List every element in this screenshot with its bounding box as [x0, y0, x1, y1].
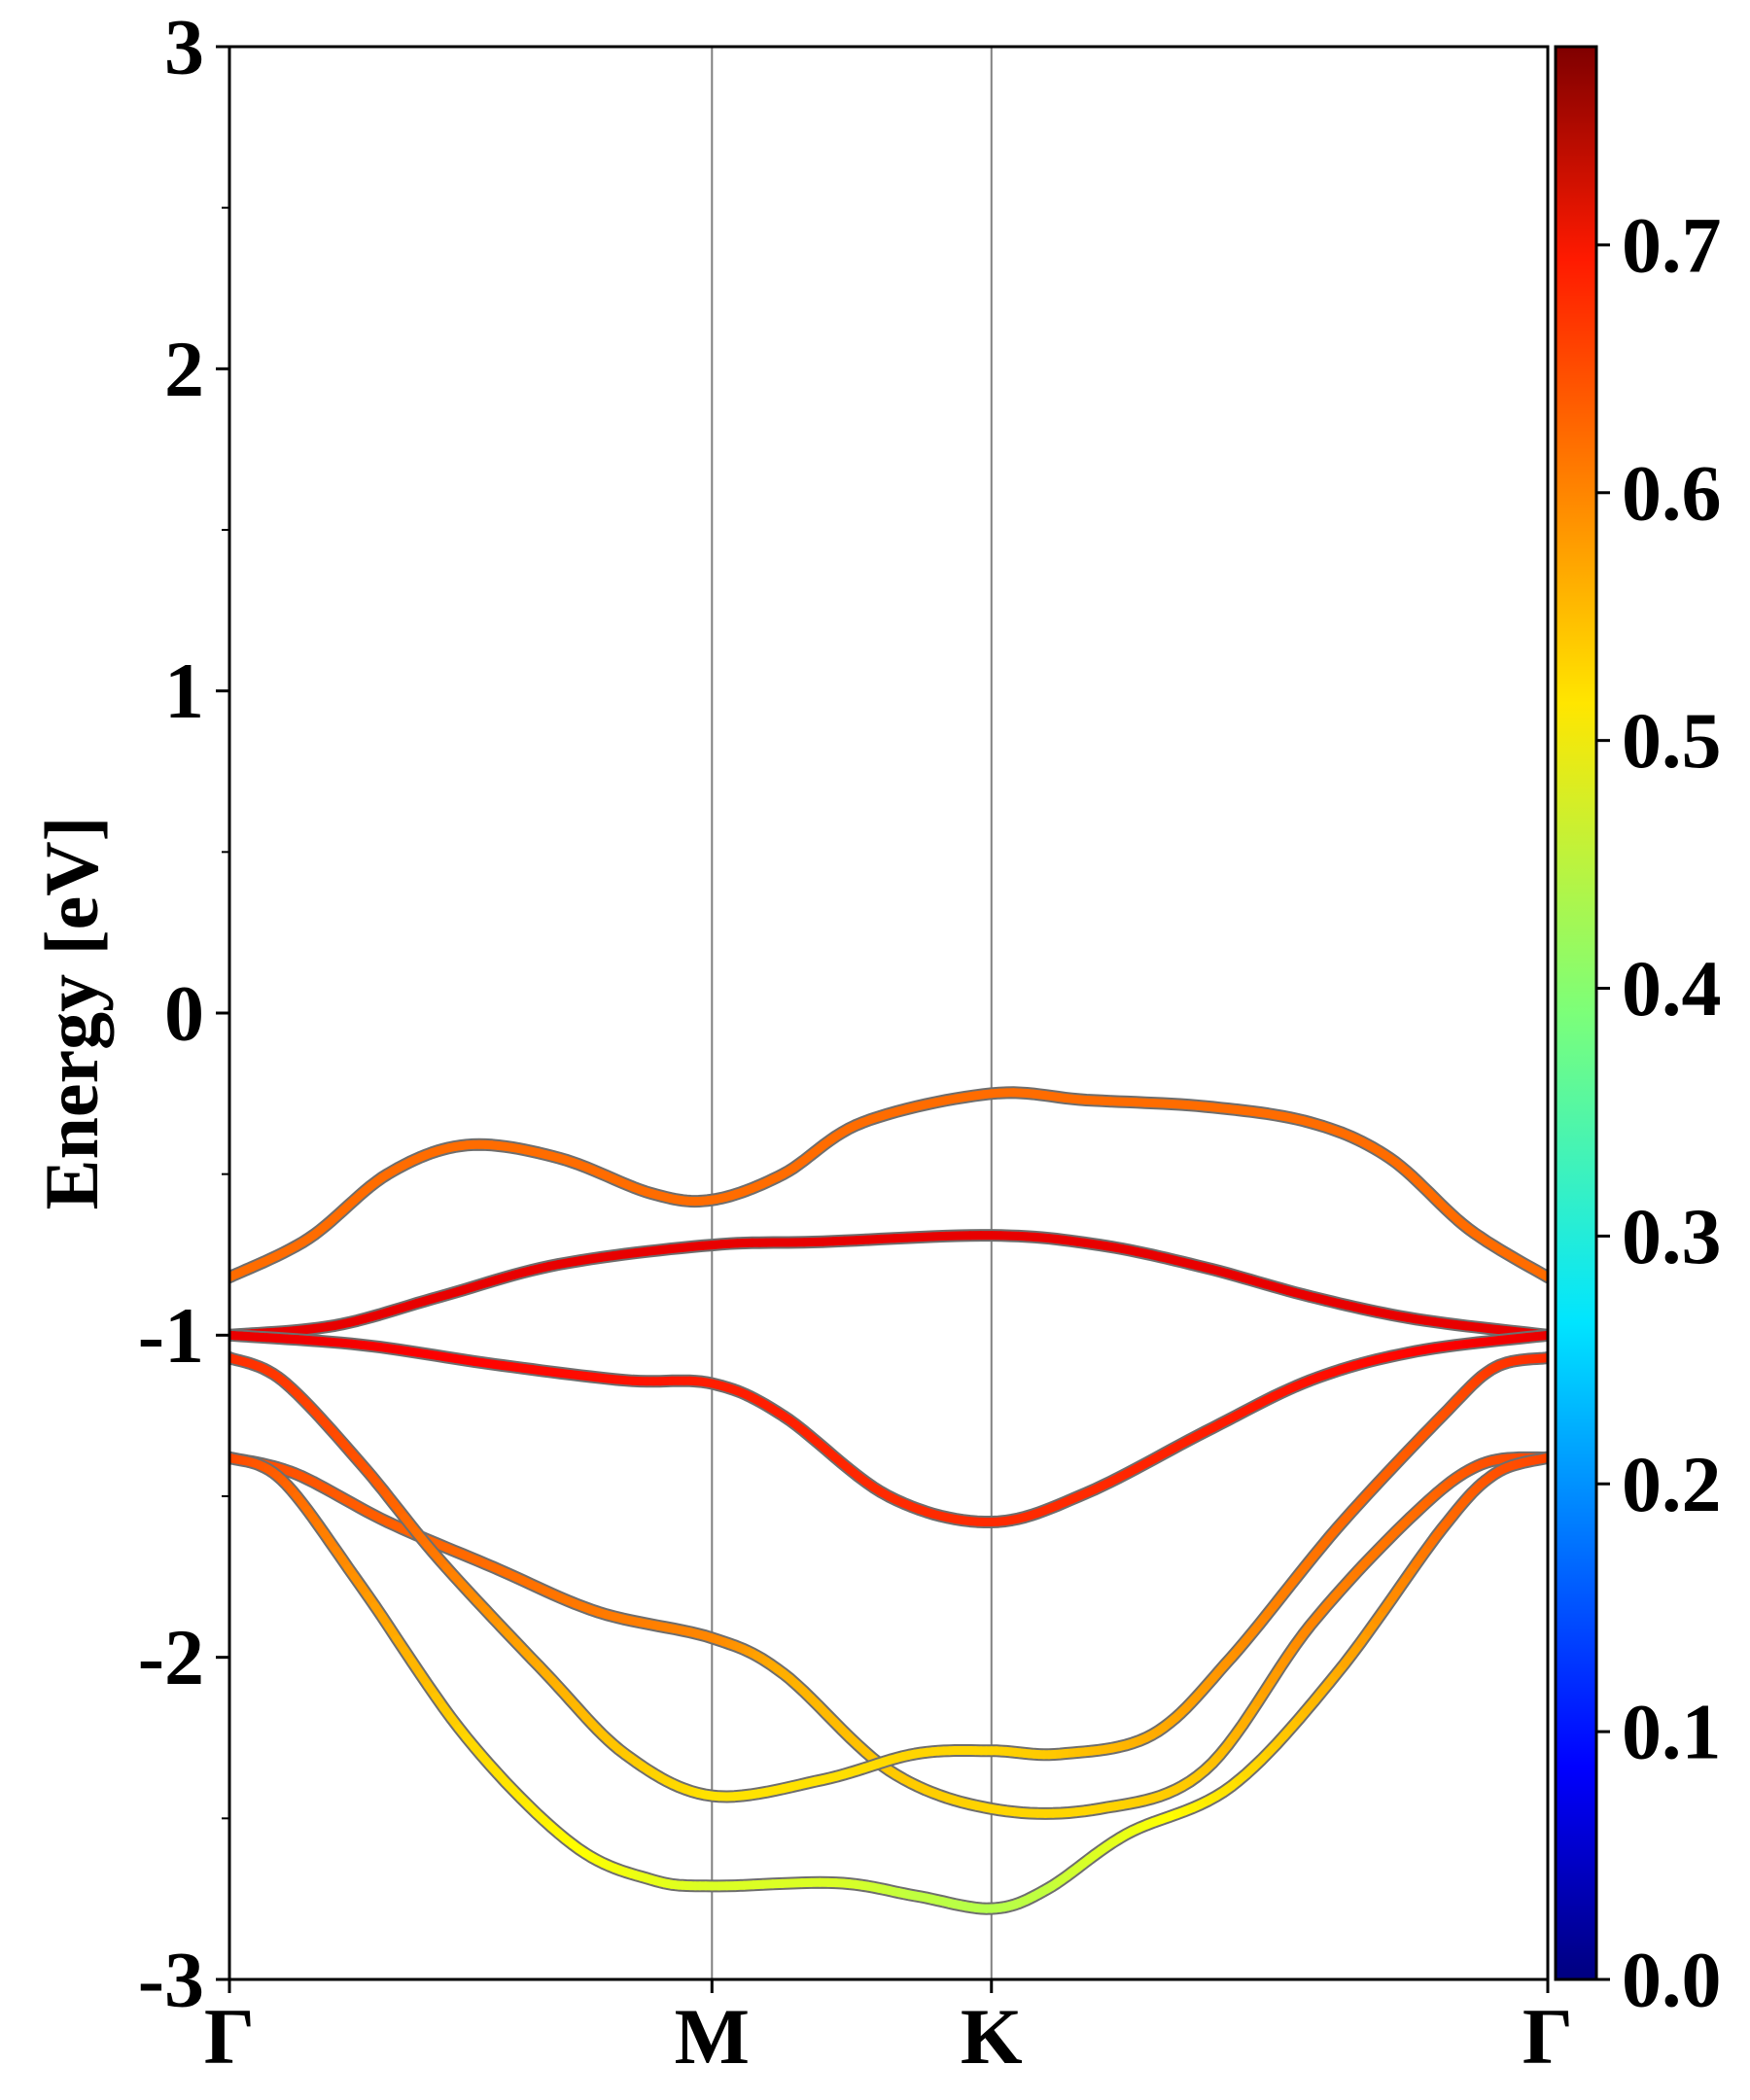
colorbar-tick-label: 0.5 — [1622, 696, 1722, 785]
x-tick-label: Γ — [204, 1992, 255, 2081]
colorbar-tick-label: 0.4 — [1622, 944, 1722, 1032]
colorbar-ticks: 0.0 0.1 0.2 0.3 0.4 0.5 0.6 0.7 — [1596, 200, 1722, 2024]
high-symmetry-lines — [711, 47, 993, 1979]
y-tick-label: 2 — [164, 325, 204, 413]
colorbar — [1554, 45, 1598, 1981]
bands — [229, 1086, 1548, 1915]
y-tick-label: -2 — [138, 1613, 204, 1701]
y-axis-label: Energy [eV] — [29, 816, 114, 1209]
colorbar-tick-label: 0.6 — [1622, 448, 1722, 537]
colorbar-tick-label: 0.0 — [1622, 1936, 1722, 2024]
y-tick-label: 1 — [164, 647, 204, 735]
band-6 — [229, 1451, 1548, 1915]
y-tick-label: 3 — [164, 3, 204, 91]
band-5 — [229, 1351, 1548, 1803]
x-tick-label: M — [675, 1992, 750, 2081]
y-tick-label: 0 — [164, 969, 204, 1058]
y-tick-label: -3 — [138, 1936, 204, 2024]
band-1 — [229, 1086, 1548, 1284]
band-3 — [229, 1328, 1548, 1528]
y-axis-ticks: 3 2 1 0 -1 -2 -3 — [138, 3, 229, 2024]
y-tick-label: -1 — [138, 1291, 204, 1380]
x-tick-label: Γ — [1522, 1992, 1573, 2081]
colorbar-tick-label: 0.3 — [1622, 1192, 1722, 1280]
colorbar-tick-label: 0.7 — [1622, 200, 1722, 289]
colorbar-tick-label: 0.2 — [1622, 1440, 1722, 1528]
x-tick-label: K — [961, 1992, 1023, 2081]
colorbar-tick-label: 0.1 — [1622, 1688, 1722, 1776]
